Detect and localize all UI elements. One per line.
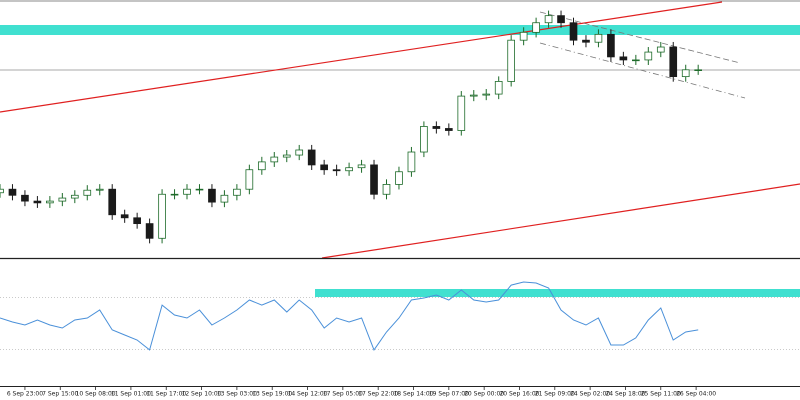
candle-body (83, 189, 92, 196)
candle-body (8, 188, 17, 196)
candle-body (445, 128, 453, 131)
candle-body (407, 151, 416, 173)
candle-body (33, 200, 42, 204)
x-tick-label: 17 Sep 22:00 (358, 391, 398, 398)
candle-body (469, 94, 478, 97)
candle-body (257, 161, 266, 171)
candle-body (519, 31, 528, 41)
x-tick-label: 11 Sep 17:00 (146, 391, 186, 398)
indicator-line (0, 281, 699, 351)
candle-body (569, 22, 578, 41)
x-tick-label: 7 Sep 15:00 (42, 391, 78, 398)
candle-body (632, 59, 640, 62)
trend-line (539, 11, 741, 64)
candle-body (46, 200, 54, 204)
zone-band (315, 289, 800, 297)
candle-body (507, 39, 515, 82)
candle-body (133, 217, 141, 225)
candle-body (557, 15, 565, 24)
candle-body (108, 188, 117, 216)
trend-line (539, 42, 746, 99)
candle-body (694, 69, 703, 71)
candle-body (295, 149, 304, 156)
candle-body (619, 56, 628, 61)
x-tick-label: 24 Sep 18:00 (605, 391, 645, 398)
zone-band (0, 25, 800, 35)
x-tick-label: 26 Sep 04:00 (676, 391, 716, 398)
candle-body (120, 214, 129, 219)
x-tick-label: 20 Sep 16:00 (499, 391, 539, 398)
x-tick-label: 25 Sep 11:00 (641, 391, 681, 398)
candle-body (0, 188, 4, 194)
candle-body (669, 46, 678, 78)
drawings (0, 0, 800, 387)
candle-body (21, 194, 29, 202)
candle-body (370, 164, 378, 195)
x-tick-label: 24 Sep 02:00 (570, 391, 610, 398)
candle-body (170, 193, 179, 196)
x-tick-label: 17 Sep 05:00 (323, 391, 363, 398)
candle-body (332, 169, 341, 172)
candle-body (145, 223, 154, 239)
candle-body (245, 169, 254, 190)
x-tick-label: 19 Sep 07:00 (429, 391, 469, 398)
candle-body (395, 171, 403, 185)
channel-line (321, 183, 800, 259)
candle-body (183, 188, 191, 195)
candle-body (158, 193, 166, 239)
candle-body (95, 188, 104, 191)
x-tick-label: 21 Sep 09:00 (535, 391, 575, 398)
candle-body (320, 164, 328, 171)
candle-body (208, 188, 216, 203)
x-tick-label: 11 Sep 01:00 (111, 391, 151, 398)
candle-body (58, 197, 67, 202)
candle-body (382, 184, 391, 195)
candle-body (195, 188, 204, 191)
candle-body (282, 154, 291, 158)
x-tick-label: 6 Sep 23:00 (7, 391, 43, 398)
candle-body (220, 194, 229, 203)
x-tick-label: 13 Sep 19:00 (252, 391, 292, 398)
candle-body (532, 22, 540, 33)
x-tick-label: 14 Sep 12:00 (288, 391, 328, 398)
candle-body (307, 149, 316, 166)
x-tick-label: 18 Sep 14:00 (393, 391, 433, 398)
candle-body (544, 15, 553, 24)
candle-body (656, 46, 665, 53)
candle-body (482, 93, 491, 96)
candle-body (345, 167, 353, 172)
x-tick-label: 13 Sep 03:00 (217, 391, 257, 398)
x-tick-label: 12 Sep 10:00 (182, 391, 222, 398)
channel-line (0, 1, 723, 113)
candle-body (432, 126, 441, 129)
candle-body (607, 33, 615, 58)
candle-body (494, 81, 503, 95)
candle-body (644, 51, 653, 61)
candle-body (457, 95, 466, 131)
candle-body (270, 156, 279, 163)
candle-body (233, 188, 241, 196)
candle-body (681, 69, 690, 78)
candle-body (70, 194, 79, 199)
x-tick-label: 10 Sep 08:00 (76, 391, 116, 398)
x-tick-label: 20 Sep 00:00 (464, 391, 504, 398)
candle-body (582, 39, 590, 43)
candle-body (357, 164, 366, 169)
candle-body (594, 33, 603, 43)
candle-body (420, 126, 428, 153)
